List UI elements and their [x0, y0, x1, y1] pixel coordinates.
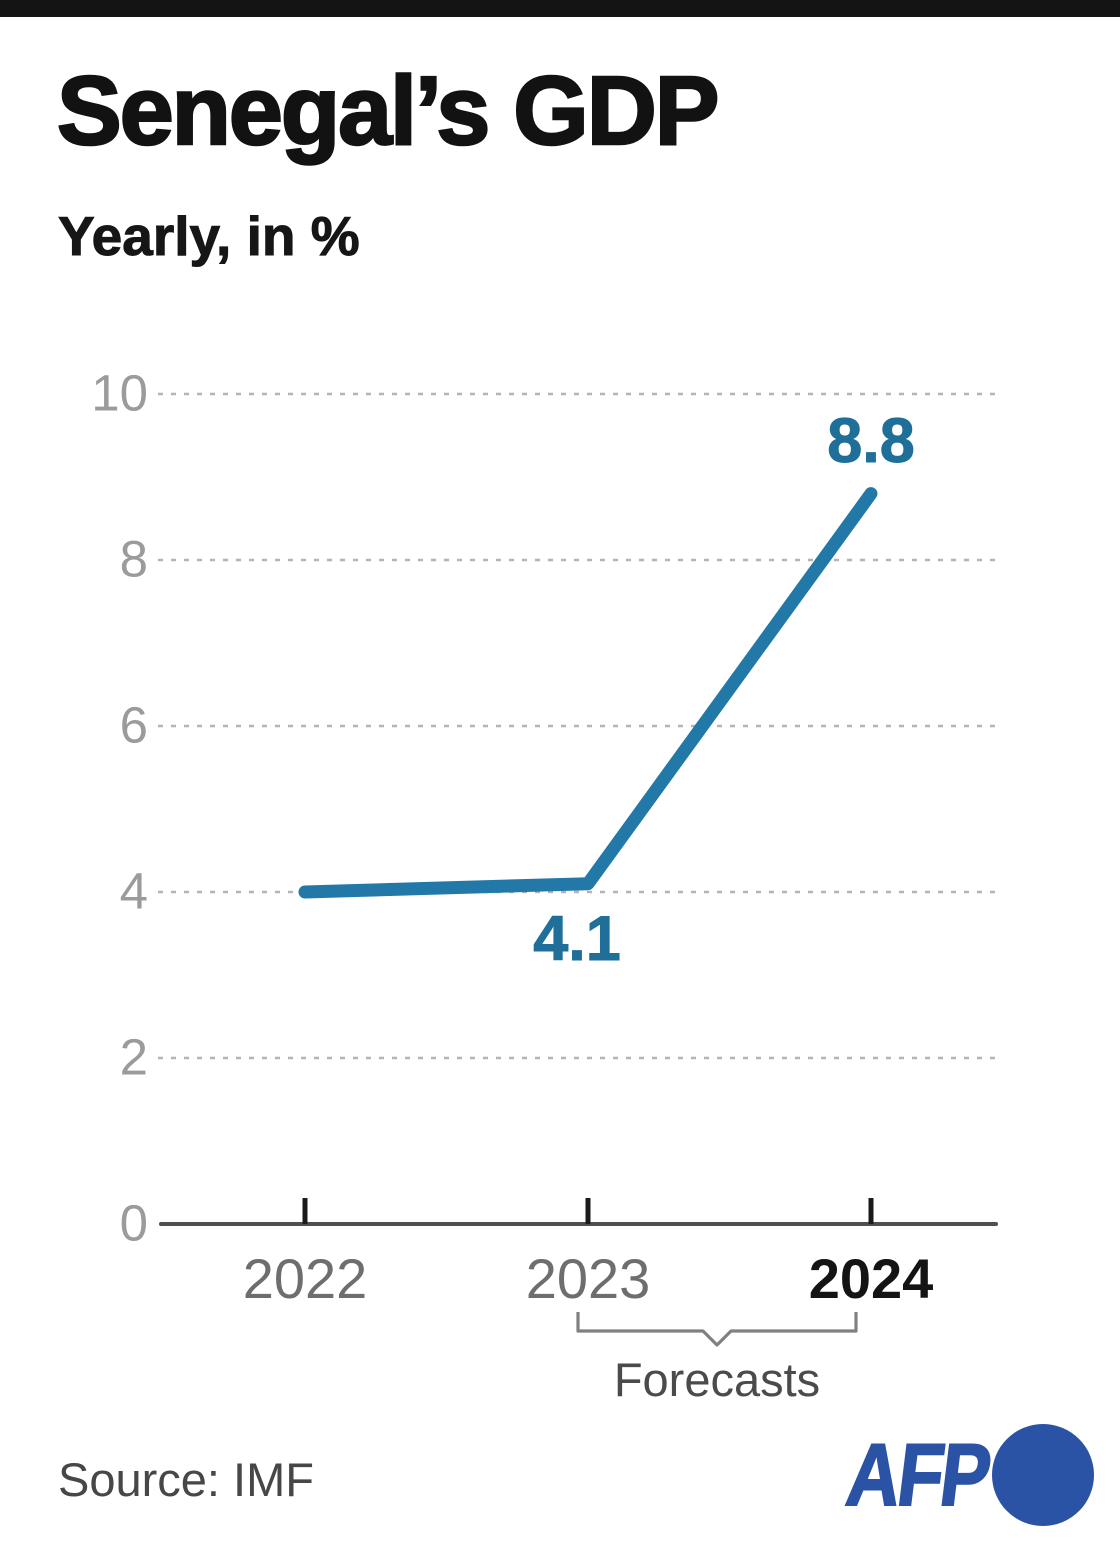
y-axis-tick-label: 0: [119, 1194, 148, 1252]
chart-subtitle: Yearly, in %: [58, 205, 361, 268]
y-axis-tick-label: 2: [119, 1028, 148, 1086]
forecast-label: Forecasts: [613, 1353, 821, 1406]
x-axis-year-label-2023: 2023: [525, 1247, 651, 1310]
data-point-label-2023: 4.1: [533, 904, 622, 975]
afp-logo-circle-icon: [992, 1424, 1094, 1526]
afp-logo-text: AFP: [841, 1424, 995, 1525]
data-point-label-2024: 8.8: [827, 406, 916, 477]
x-axis-year-label-2022: 2022: [242, 1247, 368, 1310]
y-axis-tick-label: 6: [119, 696, 148, 754]
x-axis-year-label-2024: 2024: [808, 1247, 934, 1310]
top-bar: [0, 0, 1120, 17]
y-axis-tick-label: 4: [119, 862, 148, 920]
y-axis-tick-label: 8: [119, 530, 148, 588]
source-note: Source: IMF: [58, 1453, 314, 1506]
afp-logo: AFP: [821, 1424, 1094, 1526]
y-axis-tick-label: 10: [91, 364, 148, 422]
chart-title: Senegal’s GDP: [56, 56, 721, 165]
